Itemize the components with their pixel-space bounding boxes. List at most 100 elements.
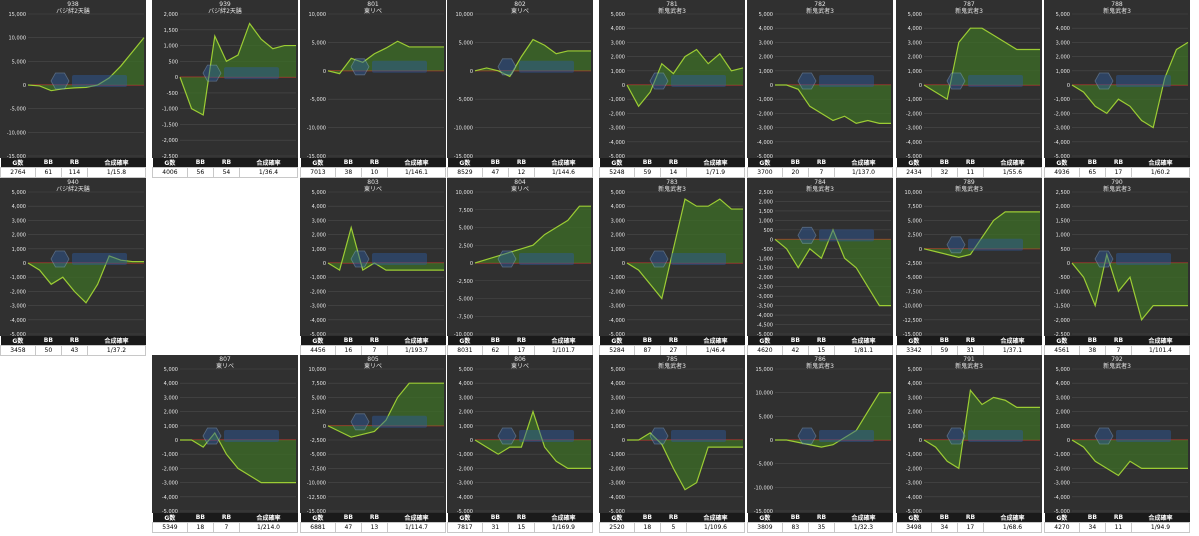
stats-header: RB xyxy=(508,158,535,168)
watermark-logo xyxy=(1094,250,1171,268)
stats-header: 合成確率 xyxy=(534,513,593,523)
bb-value: 56 xyxy=(186,167,214,178)
stats-header: RB xyxy=(660,513,687,523)
y-tick-label: 1,000 xyxy=(12,247,26,253)
machine-title: 新鬼武者3 xyxy=(658,362,686,370)
y-tick-label: 0 xyxy=(770,83,773,89)
machine-number: 805 xyxy=(367,356,379,363)
y-tick-label: -5,000 xyxy=(757,332,773,336)
y-tick-label: -10,000 xyxy=(454,332,473,336)
games-value: 6881 xyxy=(300,522,336,533)
stats-table: G数 BB RB 合成確率 8529 47 12 1/144.6 xyxy=(447,158,594,178)
rb-value: 13 xyxy=(360,522,388,533)
bb-value: 59 xyxy=(633,167,661,178)
rate-value: 1/169.9 xyxy=(533,522,594,533)
stats-table: G数 BB RB 合成確率 7817 31 15 1/169.9 xyxy=(447,513,594,533)
stats-header: RB xyxy=(1105,513,1132,523)
y-tick-label: 1,000 xyxy=(312,247,326,253)
machine-panel: 10,000 7,500 5,000 2,500 0 -2,500 -5,000 -7,500… xyxy=(896,178,1043,356)
stats-header: RB xyxy=(1105,336,1132,346)
stats-header: BB xyxy=(931,158,958,168)
y-tick-label: -3,000 xyxy=(10,304,26,310)
games-value: 3809 xyxy=(747,522,783,533)
bb-value: 83 xyxy=(781,522,809,533)
y-tick-label: 3,000 xyxy=(312,218,326,224)
y-tick-label: 5,000 xyxy=(611,367,625,373)
rate-value: 1/36.4 xyxy=(238,167,299,178)
stats-header: BB xyxy=(35,336,62,346)
y-tick-label: -10,000 xyxy=(754,485,773,491)
stats-header: G数 xyxy=(447,158,483,168)
y-tick-label: 5,000 xyxy=(611,190,625,196)
y-tick-label: 0 xyxy=(323,69,326,75)
y-tick-label: 5,000 xyxy=(459,226,473,232)
machine-panel: 5,000 4,000 3,000 2,000 1,000 0 -1,000 -2,000 -3… xyxy=(747,0,894,178)
slump-graph: 5,000 4,000 3,000 2,000 1,000 0 -1,000 -2,000 -3… xyxy=(906,356,1040,513)
machine-panel: 10,000 5,000 0 -5,000 -10,000 -15,000 801 東リベ G数… xyxy=(300,0,447,178)
slump-line xyxy=(626,198,743,300)
watermark-logo xyxy=(202,64,279,82)
games-value: 4270 xyxy=(1044,522,1080,533)
machine-number: 781 xyxy=(666,1,678,8)
stats-header: 合成確率 xyxy=(387,336,446,346)
y-tick-label: 1,000 xyxy=(908,424,922,430)
y-tick-label: -5,000 xyxy=(757,462,773,468)
rate-value: 1/214.0 xyxy=(238,522,299,533)
stats-header: BB xyxy=(482,158,509,168)
slump-area xyxy=(775,229,891,306)
stats-header: RB xyxy=(808,513,835,523)
slump-line xyxy=(474,205,591,264)
y-tick-label: -5,000 xyxy=(310,452,326,458)
y-tick-label: 1,500 xyxy=(164,28,178,34)
stats-header: G数 xyxy=(447,513,483,523)
machine-title: 新鬼武者3 xyxy=(658,185,686,193)
stats-header: G数 xyxy=(747,513,783,523)
y-tick-label: 1,000 xyxy=(1056,233,1070,239)
stats-header: 合成確率 xyxy=(1131,513,1190,523)
slump-line xyxy=(474,409,591,470)
machine-title: 新鬼武者3 xyxy=(658,7,686,15)
y-tick-label: 4,000 xyxy=(1056,26,1070,32)
slump-line xyxy=(27,37,145,92)
y-tick-label: -500 xyxy=(762,247,773,253)
y-tick-label: 1,000 xyxy=(459,424,473,430)
watermark-logo xyxy=(1094,427,1171,445)
stats-header: BB xyxy=(931,513,958,523)
machine-title: 東リベ xyxy=(216,362,234,370)
y-tick-label: 1,000 xyxy=(611,424,625,430)
games-value: 5248 xyxy=(599,167,635,178)
machine-title: 東リベ xyxy=(511,185,529,193)
stats-header: G数 xyxy=(599,336,635,346)
bb-value: 38 xyxy=(334,167,362,178)
machine-title: 東リベ xyxy=(364,185,382,193)
y-tick-label: -3,500 xyxy=(757,304,773,310)
y-tick-label: -2,000 xyxy=(906,466,922,472)
rate-value: 1/137.0 xyxy=(833,167,894,178)
machine-panel: 5,000 4,000 3,000 2,000 1,000 0 -1,000 -2,000 -3… xyxy=(447,355,594,533)
machine-panel: 5,000 4,000 3,000 2,000 1,000 0 -1,000 -2,000 -3… xyxy=(0,178,147,356)
slump-area xyxy=(328,383,444,438)
stats-table: G数 BB RB 合成確率 2764 61 114 1/15.8 xyxy=(0,158,147,178)
y-tick-label: -5,000 xyxy=(457,97,473,103)
slump-chart: 10,000 7,500 5,000 2,500 0 -2,500 -5,000 -7,500… xyxy=(300,355,446,513)
bb-value: 59 xyxy=(930,345,958,356)
y-tick-label: 2,000 xyxy=(908,410,922,416)
machine-panel: 2,500 2,000 1,500 1,000 500 0 -500 -1,000 -1,500… xyxy=(1044,178,1191,356)
watermark-logo xyxy=(946,236,1023,254)
y-tick-label: -3,000 xyxy=(609,126,625,132)
y-tick-label: -3,000 xyxy=(310,304,326,310)
y-tick-label: -2,000 xyxy=(10,289,26,295)
slump-line xyxy=(774,228,891,307)
y-tick-label: -4,000 xyxy=(1054,140,1070,146)
slump-chart: 15,000 10,000 5,000 0 -5,000 -10,000 -15,000 93… xyxy=(0,0,146,158)
watermark-logo xyxy=(797,72,874,90)
slump-graph: 5,000 4,000 3,000 2,000 1,000 0 -1,000 -2,000 -3… xyxy=(1054,1,1189,158)
stats-header: RB xyxy=(957,158,984,168)
y-tick-label: 2,500 xyxy=(312,410,326,416)
y-tick-label: -4,000 xyxy=(457,495,473,501)
stats-header: G数 xyxy=(1044,513,1080,523)
machine-title: 東リベ xyxy=(511,7,529,15)
stats-header: RB xyxy=(361,336,388,346)
y-tick-label: -7,500 xyxy=(310,466,326,472)
games-value: 8031 xyxy=(447,345,483,356)
